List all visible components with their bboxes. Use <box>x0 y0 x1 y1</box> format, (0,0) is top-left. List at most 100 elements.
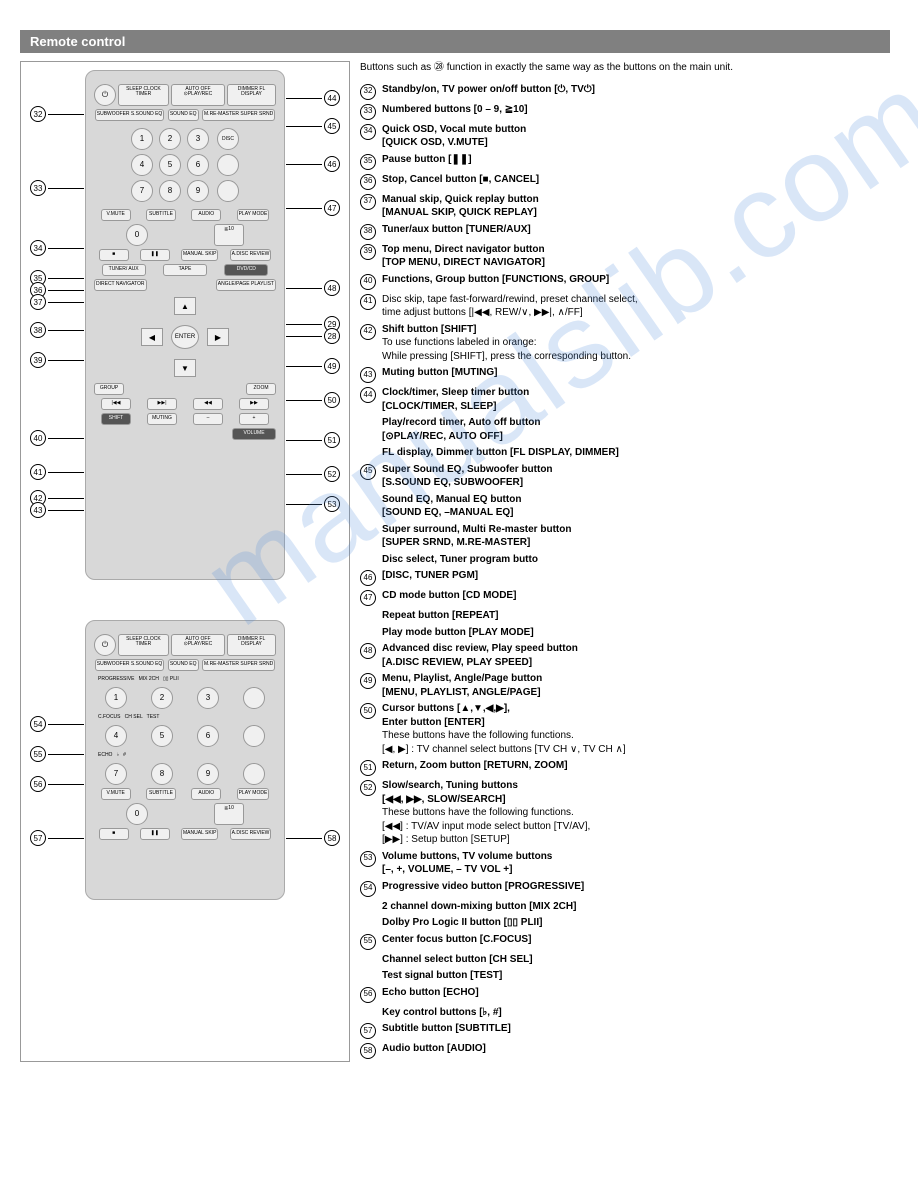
num-8: 8 <box>159 180 181 202</box>
dimmer-btn-2: DIMMER FL DISPLAY <box>227 634 276 656</box>
item-title: Pause button [❚❚] <box>382 153 800 167</box>
callout-number: 38 <box>30 322 46 338</box>
item-55-extra: Channel select button [CH SEL] <box>360 953 800 967</box>
callout-line <box>286 288 322 289</box>
item-subtext: [▶▶] : Setup button [SETUP] <box>382 833 800 847</box>
item-title: [MANUAL SKIP, QUICK REPLAY] <box>382 206 800 220</box>
item-number: 52 <box>360 780 376 796</box>
callout-number: 39 <box>30 352 46 368</box>
item-37: 37Manual skip, Quick replay button[MANUA… <box>360 193 800 220</box>
callout-line <box>286 336 322 337</box>
callout-number: 57 <box>30 830 46 846</box>
callout-number: 54 <box>30 716 46 732</box>
callout-53: 53 <box>286 496 340 512</box>
item-title: Return, Zoom button [RETURN, ZOOM] <box>382 759 800 773</box>
tv-power-btn: ⏻ <box>94 84 116 106</box>
item-42: 42Shift button [SHIFT]To use functions l… <box>360 323 800 364</box>
disc-btn: DISC <box>217 128 239 150</box>
callout-line <box>286 504 322 505</box>
item-title: [S.SOUND EQ, SUBWOOFER] <box>382 476 800 490</box>
vol-plus: + <box>239 413 269 425</box>
item-36: 36Stop, Cancel button [■, CANCEL] <box>360 173 800 190</box>
callout-line <box>48 360 84 361</box>
soundeq-btn-2: SOUND EQ <box>168 659 199 671</box>
stop-btn: ■ <box>99 249 129 261</box>
item-number: 40 <box>360 274 376 290</box>
callout-line <box>48 330 84 331</box>
number-pad: 1 2 3 4 5 6 7 8 9 <box>131 128 211 202</box>
item-body: Return, Zoom button [RETURN, ZOOM] <box>382 759 800 773</box>
callout-line <box>48 248 84 249</box>
item-39: 39Top menu, Direct navigator button[TOP … <box>360 243 800 270</box>
item-title: Advanced disc review, Play speed button <box>382 642 800 656</box>
item-number: 56 <box>360 987 376 1003</box>
item-body: Menu, Playlist, Angle/Page button[MENU, … <box>382 672 800 699</box>
item-title: Play/record timer, Auto off button <box>382 416 800 430</box>
callout-number: 45 <box>324 118 340 134</box>
item-title: Shift button [SHIFT] <box>382 323 800 337</box>
skipf-btn: ▶▶| <box>147 398 177 410</box>
callout-number: 37 <box>30 294 46 310</box>
vmute-btn: V.MUTE <box>101 209 131 221</box>
callout-number: 32 <box>30 106 46 122</box>
item-title: Volume buttons, TV volume buttons <box>382 850 800 864</box>
item-number: 32 <box>360 84 376 100</box>
item-title: Play mode button [PLAY MODE] <box>382 626 800 640</box>
item-number: 35 <box>360 154 376 170</box>
item-title: Test signal button [TEST] <box>382 969 800 983</box>
item-title: Tuner/aux button [TUNER/AUX] <box>382 223 800 237</box>
prog-2: 2 <box>151 687 173 709</box>
callout-47: 47 <box>286 200 340 216</box>
focus-4: 4 <box>105 725 127 747</box>
item-44-extra: Play/record timer, Auto off button[⊙PLAY… <box>360 416 800 443</box>
item-title: Dolby Pro Logic II button [▯▯ PLII] <box>382 916 800 930</box>
item-43: 43Muting button [MUTING] <box>360 366 800 383</box>
ge10-2: ≧10 <box>214 803 244 825</box>
callout-line <box>48 114 84 115</box>
callout-55: 55 <box>30 746 84 762</box>
item-number: 48 <box>360 643 376 659</box>
autooff-btn-2: AUTO OFF ⊙PLAY/REC <box>171 634 225 656</box>
row-labels-2: C.FOCUS CH SEL TEST <box>94 712 276 722</box>
item-48: 48 Advanced disc review, Play speed butto… <box>360 642 800 669</box>
item-title: [⊙PLAY/REC, AUTO OFF] <box>382 430 800 444</box>
manskip-btn: MANUAL SKIP <box>181 249 218 261</box>
callout-number: 43 <box>30 502 46 518</box>
item-number: 42 <box>360 324 376 340</box>
callout-line <box>48 498 84 499</box>
callout-number: 53 <box>324 496 340 512</box>
item-body: Standby/on, TV power on/off button [⏻, T… <box>382 83 800 97</box>
tape-btn: TAPE <box>163 264 207 276</box>
vol-minus: – <box>193 413 223 425</box>
prog-3: 3 <box>197 687 219 709</box>
item-title: Muting button [MUTING] <box>382 366 800 380</box>
repeat-2 <box>243 763 265 785</box>
item-body: Stop, Cancel button [■, CANCEL] <box>382 173 800 187</box>
item-number: 34 <box>360 124 376 140</box>
num-9: 9 <box>187 180 209 202</box>
item-56: 56Echo button [ECHO] <box>360 986 800 1003</box>
item-subtext: [◀, ▶] : TV channel select buttons [TV C… <box>382 743 800 757</box>
callout-line <box>286 208 322 209</box>
tv-power-btn-2: ⏻ <box>94 634 116 656</box>
item-57: 57Subtitle button [SUBTITLE] <box>360 1022 800 1039</box>
repeat-btn <box>217 180 239 202</box>
dimmer-btn: DIMMER FL DISPLAY <box>227 84 276 106</box>
callout-line <box>286 126 322 127</box>
remote-2: ⏻ SLEEP CLOCK TIMER AUTO OFF ⊙PLAY/REC D… <box>85 620 285 900</box>
item-title: Audio button [AUDIO] <box>382 1042 800 1056</box>
cdmode-2 <box>243 725 265 747</box>
callout-50: 50 <box>286 392 340 408</box>
autooff-btn: AUTO OFF ⊙PLAY/REC <box>171 84 225 106</box>
tuneraux-btn: TUNER/ AUX <box>102 264 146 276</box>
focus-5: 5 <box>151 725 173 747</box>
callout-line <box>286 474 322 475</box>
volume-label: VOLUME <box>232 428 276 440</box>
item-51: 51Return, Zoom button [RETURN, ZOOM] <box>360 759 800 776</box>
item-title: Quick OSD, Vocal mute button <box>382 123 800 137</box>
item-title: Menu, Playlist, Angle/Page button <box>382 672 800 686</box>
item-title: Numbered buttons [0 – 9, ≧10] <box>382 103 800 117</box>
item-subtext: [◀◀] : TV/AV input mode select button [T… <box>382 820 800 834</box>
subtitle-btn: SUBTITLE <box>146 209 176 221</box>
item-body: Center focus button [C.FOCUS] <box>382 933 800 947</box>
